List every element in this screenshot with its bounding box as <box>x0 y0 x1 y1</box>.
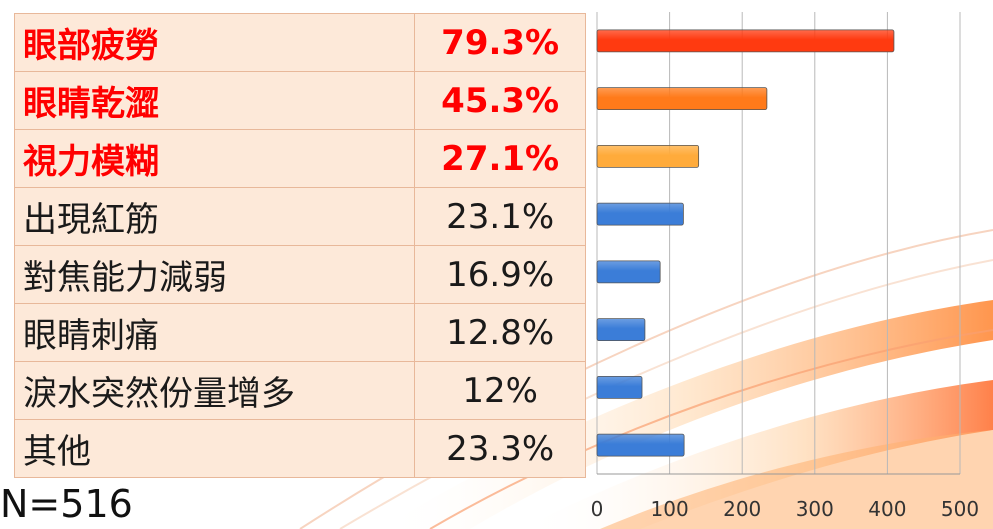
symptom-label: 視力模糊 <box>13 129 416 188</box>
bar <box>596 318 646 342</box>
symptom-label: 淚水突然份量增多 <box>13 361 416 420</box>
symptom-percent: 45.3% <box>414 71 586 130</box>
table-row: 淚水突然份量增多 12% <box>13 361 586 420</box>
symptom-percent: 12% <box>414 361 586 420</box>
symptom-percent: 12.8% <box>414 303 586 362</box>
bar <box>596 144 700 168</box>
symptom-label: 其他 <box>13 419 416 478</box>
x-tick-label: 100 <box>651 497 689 521</box>
bar <box>596 202 684 226</box>
x-tick-label: 300 <box>796 497 834 521</box>
table-row: 對焦能力減弱 16.9% <box>13 245 586 304</box>
symptom-percent: 16.9% <box>414 245 586 304</box>
symptom-table: 眼部疲勞 79.3% 眼睛乾澀 45.3% 視力模糊 27.1% 出現紅筋 23.1% 對焦能力… <box>13 13 586 478</box>
symptom-label: 對焦能力減弱 <box>13 245 416 304</box>
sample-size-label: N=516 <box>0 482 133 526</box>
x-tick-label: 500 <box>941 497 979 521</box>
bar <box>596 375 643 399</box>
symptom-percent: 23.3% <box>414 419 586 478</box>
x-tick-label: 200 <box>723 497 761 521</box>
table-row: 眼睛乾澀 45.3% <box>13 71 586 130</box>
bar <box>596 87 768 111</box>
symptom-label: 眼睛乾澀 <box>13 71 416 130</box>
bar <box>596 29 895 53</box>
symptom-percent: 23.1% <box>414 187 586 246</box>
bar <box>596 433 685 457</box>
bar <box>596 260 661 284</box>
x-tick-label: 0 <box>591 497 604 521</box>
table-row: 眼部疲勞 79.3% <box>13 13 586 72</box>
table-row: 出現紅筋 23.1% <box>13 187 586 246</box>
symptom-label: 出現紅筋 <box>13 187 416 246</box>
table-row: 其他 23.3% <box>13 419 586 478</box>
x-tick-label: 400 <box>868 497 906 521</box>
